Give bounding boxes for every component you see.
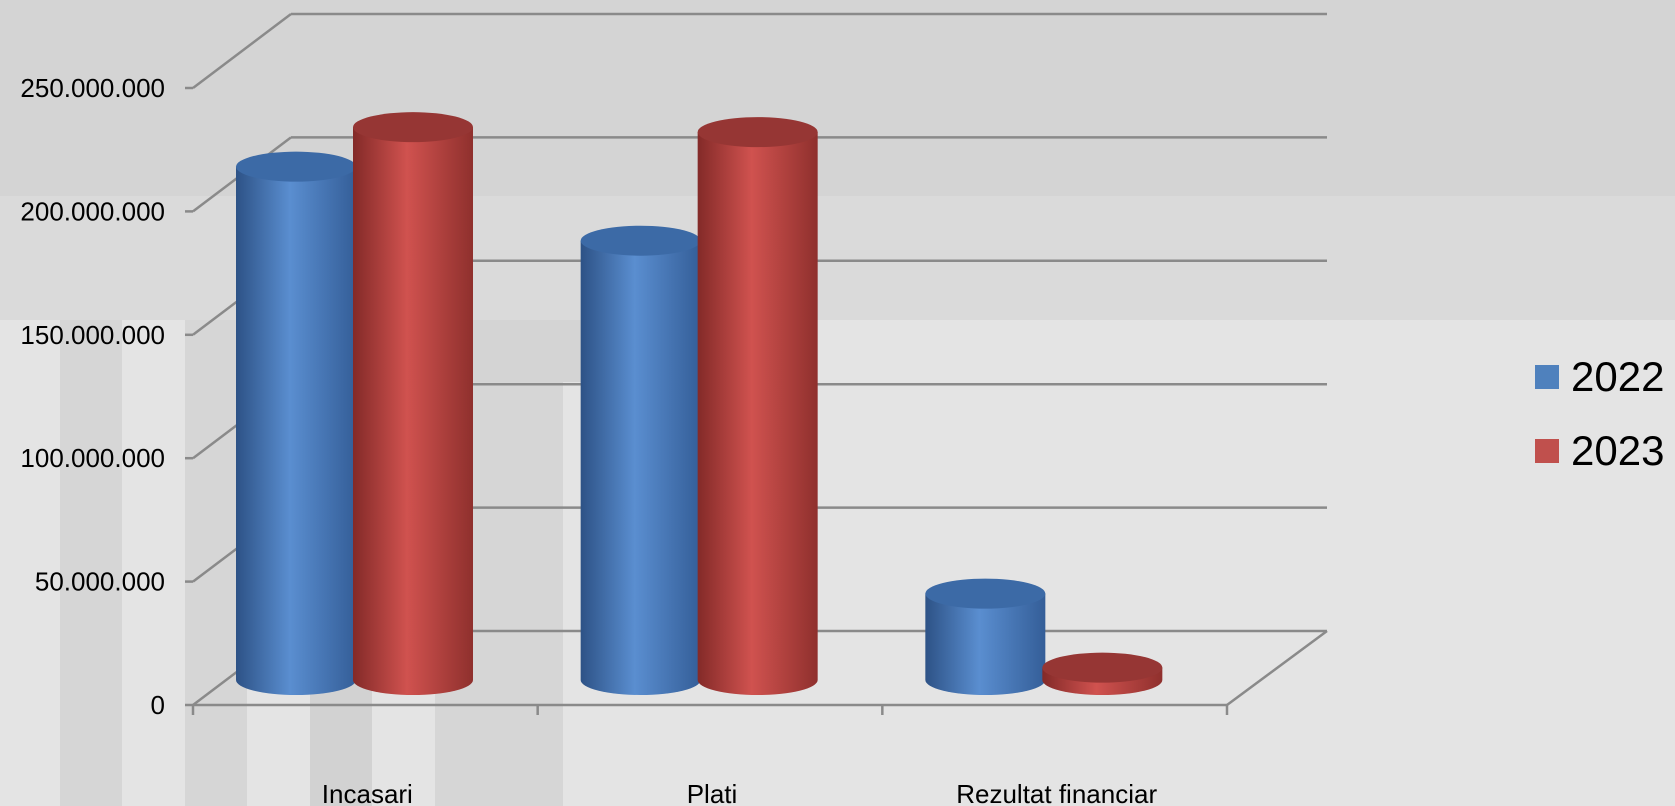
bar-2023-incasari — [353, 112, 473, 696]
legend-item-2023: 2023 — [1535, 414, 1664, 488]
bar-body — [353, 127, 473, 696]
x-axis-category-labels: Incasari Plati Rezultat financiar — [322, 779, 1158, 806]
bar-2022-rezultat-financiar — [925, 578, 1046, 695]
legend-label-2022: 2022 — [1571, 353, 1665, 400]
bar-2022-plati — [580, 225, 701, 696]
legend-item-2022: 2022 — [1535, 340, 1664, 414]
bar-2023-plati — [697, 117, 818, 696]
bar-top — [580, 225, 701, 256]
bars — [236, 112, 1163, 696]
bar-top — [697, 117, 818, 148]
y-tick-label: 250.000.000 — [20, 73, 165, 103]
legend-label-2023: 2023 — [1571, 427, 1665, 474]
floor-edge — [1226, 629, 1328, 707]
y-axis-tick-labels: 0 50.000.000 100.000.000 150.000.000 200.000… — [20, 73, 165, 720]
bar-top — [925, 578, 1046, 609]
y-tick-label: 0 — [151, 690, 165, 720]
bar-body — [236, 166, 356, 695]
bar-2022-incasari — [236, 151, 356, 695]
legend-swatch-2022 — [1535, 365, 1559, 389]
bar-body — [697, 132, 818, 696]
y-tick-label: 50.000.000 — [35, 567, 165, 597]
bar-2023-rezultat-financiar — [1042, 652, 1163, 696]
grid-diagonal — [192, 13, 292, 89]
y-tick-label: 200.000.000 — [20, 196, 165, 226]
bar-top — [1042, 652, 1163, 683]
x-category-label: Incasari — [322, 779, 413, 806]
y-tick-label: 150.000.000 — [20, 320, 165, 350]
y-tick-label: 100.000.000 — [20, 443, 165, 473]
legend: 2022 2023 — [1535, 340, 1664, 488]
bar-body — [580, 240, 701, 696]
bar-top — [236, 151, 356, 182]
x-category-label: Rezultat financiar — [956, 779, 1157, 806]
legend-swatch-2023 — [1535, 439, 1559, 463]
bar-body — [925, 593, 1046, 695]
bar-top — [353, 112, 473, 143]
x-category-label: Plati — [687, 779, 738, 806]
